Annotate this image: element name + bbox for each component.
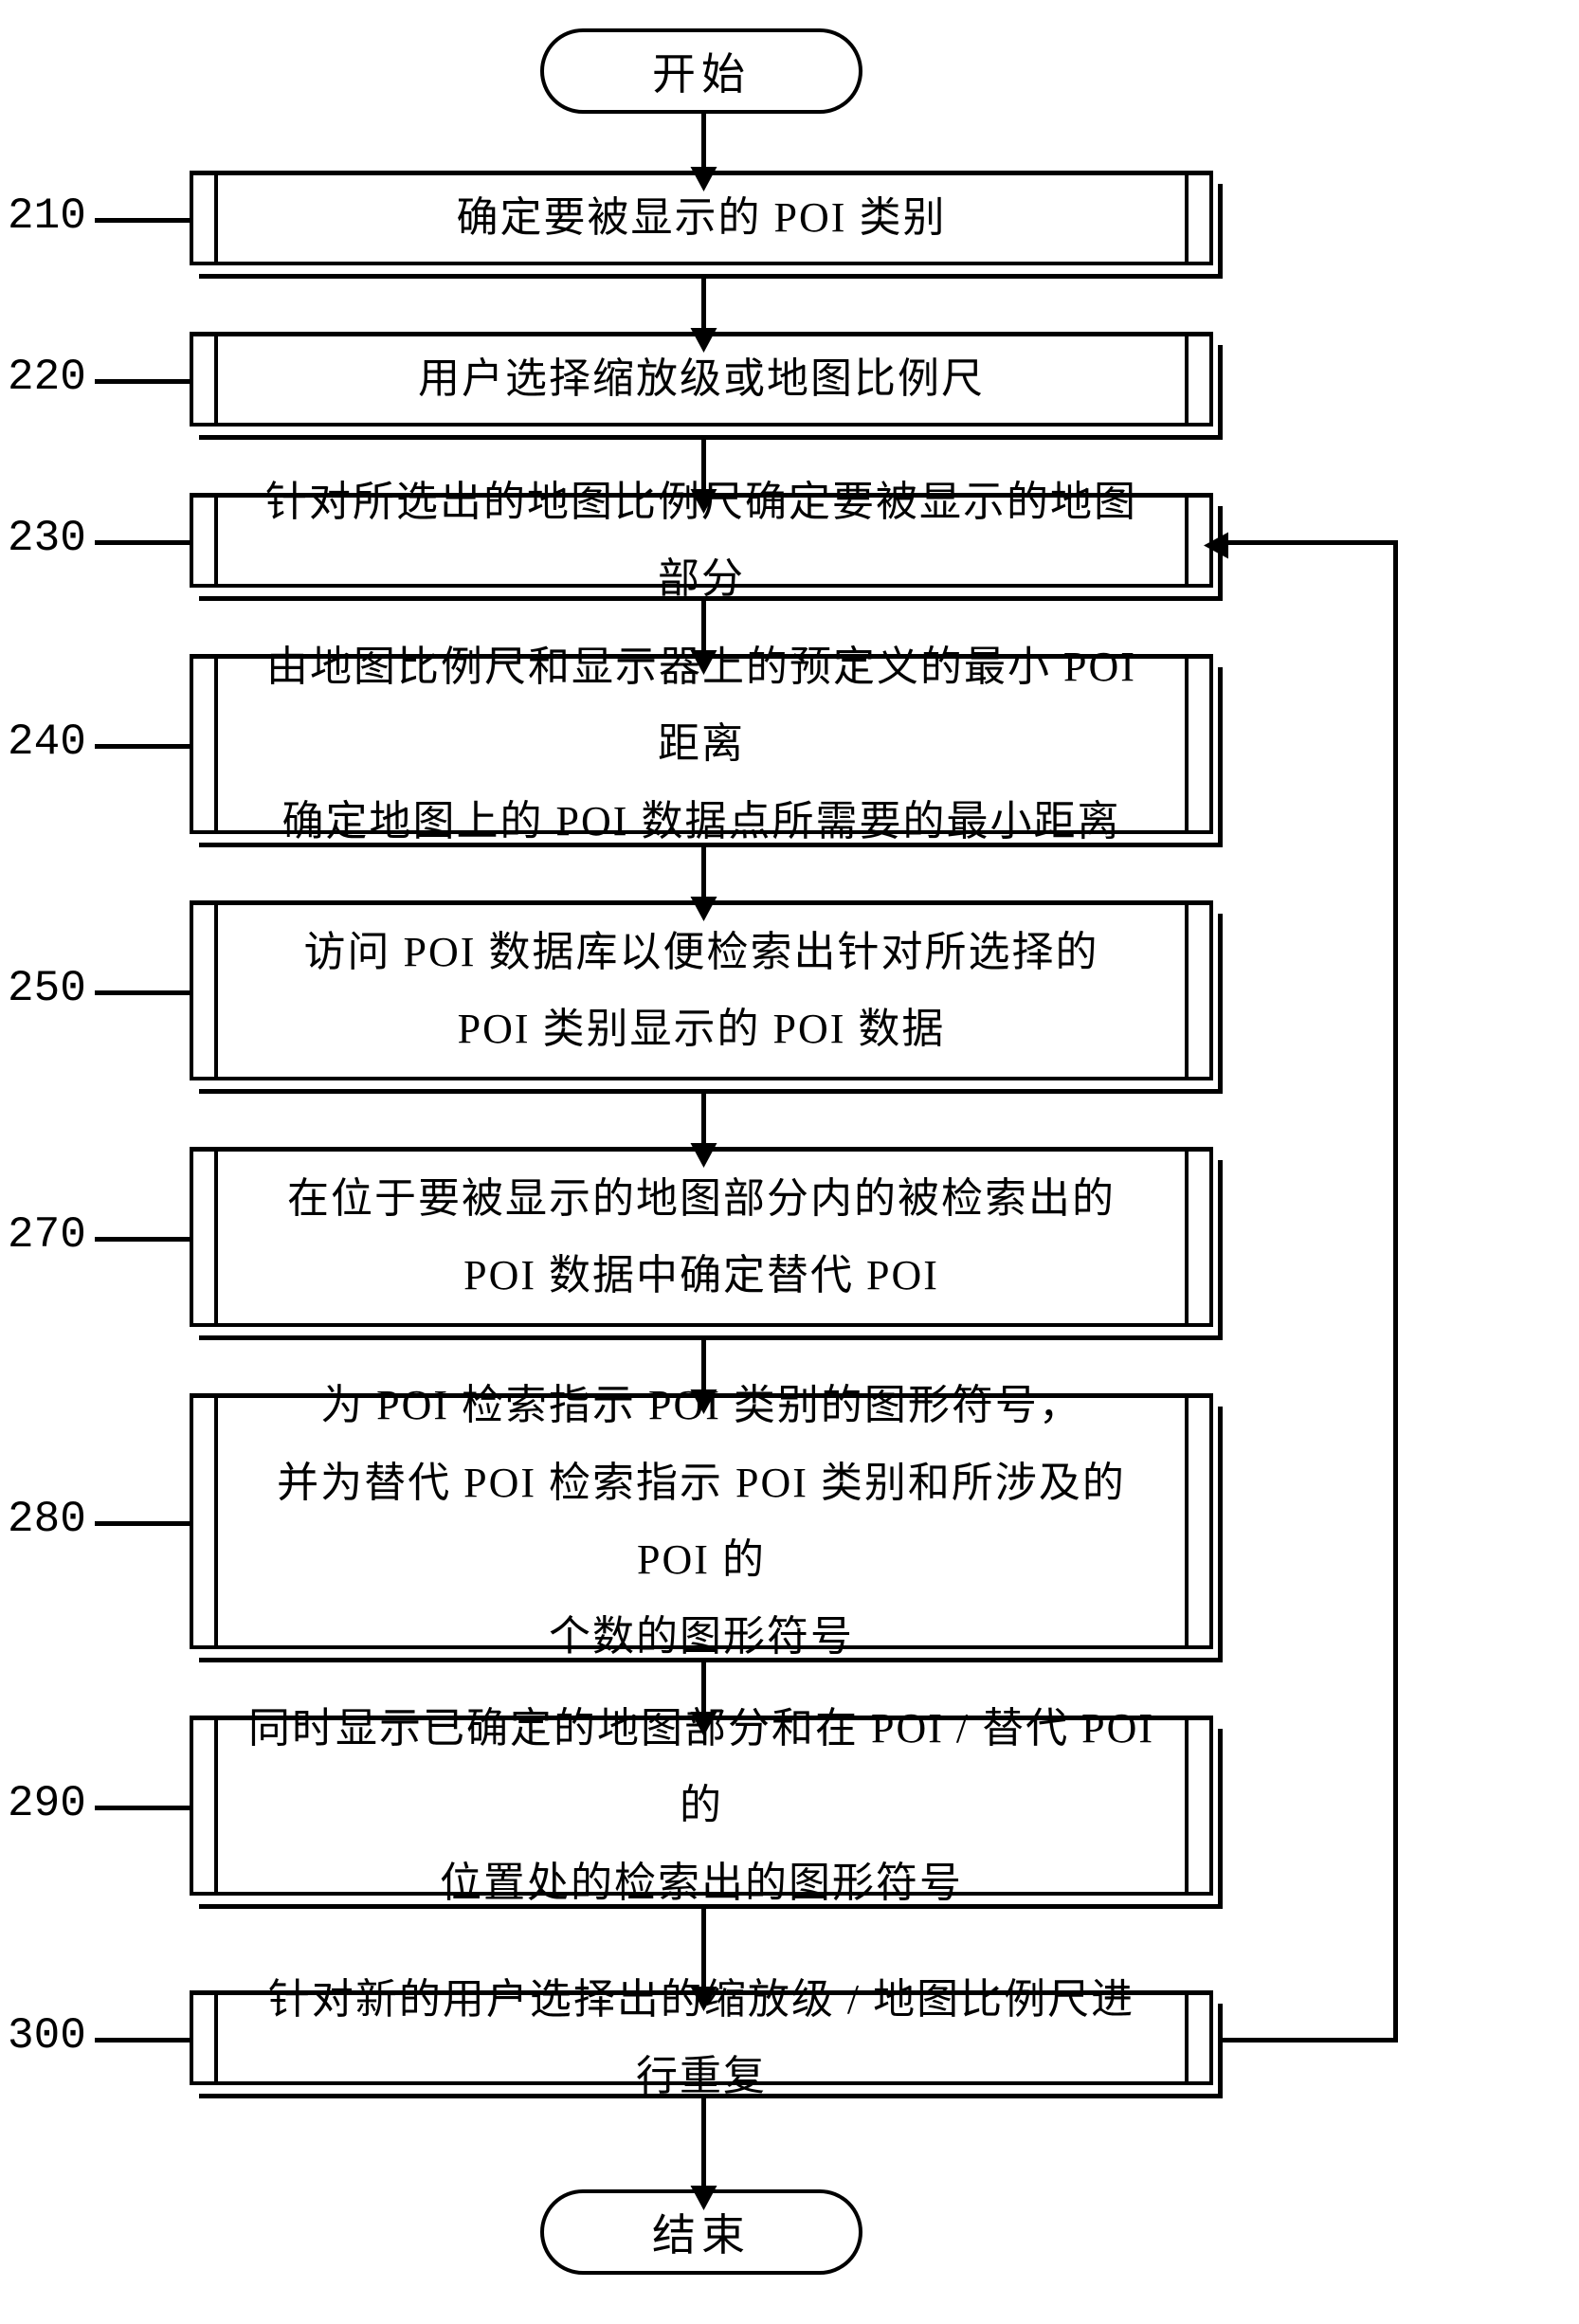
conn-240-250-arrow [691,897,717,921]
conn-start-210-arrow [691,167,717,191]
conn-300-end [701,2098,706,2189]
step-250: 访问 POI 数据库以便检索出针对所选择的POI 类别显示的 POI 数据 [190,900,1213,1080]
conn-start-210 [701,114,706,171]
step-250-leader [95,990,190,995]
step-210-ref: 210 [8,191,86,241]
conn-250-270 [701,1094,706,1147]
conn-230-240-arrow [691,650,717,675]
start-terminal: 开始 [540,28,862,114]
step-280-text: 为 POI 检索指示 POI 类别的图形符号，并为替代 POI 检索指示 POI… [214,1393,1189,1649]
step-270: 在位于要被显示的地图部分内的被检索出的POI 数据中确定替代 POI [190,1147,1213,1327]
step-240-leader [95,744,190,749]
conn-250-270-arrow [691,1143,717,1168]
conn-220-230 [701,440,706,493]
conn-280-290 [701,1662,706,1716]
step-290: 同时显示已确定的地图部分和在 POI / 替代 POI 的位置处的检索出的图形符… [190,1716,1213,1896]
conn-300-end-arrow [691,2186,717,2210]
step-270-text: 在位于要被显示的地图部分内的被检索出的POI 数据中确定替代 POI [214,1147,1189,1327]
conn-270-280 [701,1340,706,1393]
step-210-leader [95,218,190,223]
step-290-ref: 290 [8,1779,86,1828]
step-240: 由地图比例尺和显示器上的预定义的最小 POI 距离确定地图上的 POI 数据点所… [190,654,1213,834]
step-300-ref: 300 [8,2011,86,2061]
step-290-leader [95,1806,190,1810]
feedback-h-top [1223,540,1393,545]
step-290-text: 同时显示已确定的地图部分和在 POI / 替代 POI 的位置处的检索出的图形符… [214,1716,1189,1896]
conn-220-230-arrow [691,489,717,514]
step-230-leader [95,540,190,545]
step-270-ref: 270 [8,1210,86,1260]
conn-210-220-arrow [691,328,717,353]
conn-270-280-arrow [691,1389,717,1414]
start-terminal-text: 开始 [652,40,751,102]
step-250-ref: 250 [8,964,86,1013]
step-230-ref: 230 [8,514,86,563]
conn-290-300-arrow [691,1987,717,2011]
step-270-leader [95,1237,190,1242]
conn-210-220 [701,279,706,332]
feedback-h-bottom [1223,2038,1398,2043]
conn-280-290-arrow [691,1712,717,1736]
step-220-ref: 220 [8,353,86,402]
feedback-arrow [1204,532,1228,558]
feedback-v [1393,540,1398,2043]
step-240-ref: 240 [8,717,86,767]
step-280-leader [95,1521,190,1526]
conn-230-240 [701,601,706,654]
step-280: 为 POI 检索指示 POI 类别的图形符号，并为替代 POI 检索指示 POI… [190,1393,1213,1649]
step-280-ref: 280 [8,1495,86,1544]
step-220-leader [95,379,190,384]
conn-290-300 [701,1909,706,1990]
step-240-text: 由地图比例尺和显示器上的预定义的最小 POI 距离确定地图上的 POI 数据点所… [214,654,1189,834]
step-250-text: 访问 POI 数据库以便检索出针对所选择的POI 类别显示的 POI 数据 [214,900,1189,1080]
conn-240-250 [701,847,706,900]
step-300-leader [95,2038,190,2043]
